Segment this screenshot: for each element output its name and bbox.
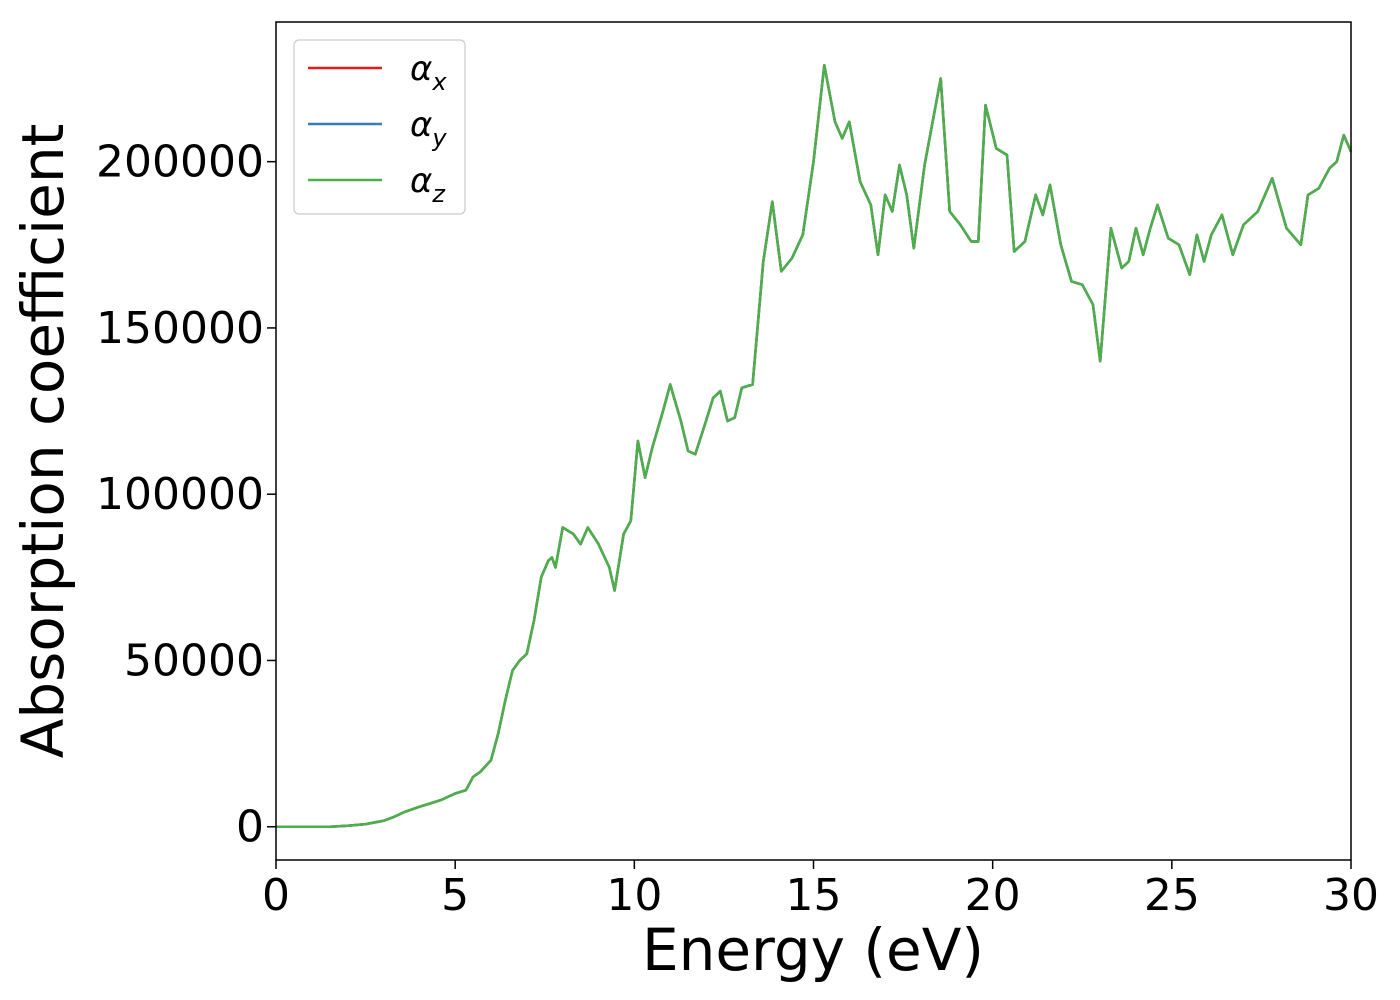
x-axis: 0 5 10 15 20 25 30 <box>262 860 1379 921</box>
x-tick-label: 0 <box>262 870 290 921</box>
y-tick-label: 50000 <box>124 635 264 686</box>
series-line-z <box>276 63 1353 828</box>
x-tick-label: 25 <box>1144 870 1200 921</box>
legend-box <box>293 39 466 215</box>
x-tick-label: 15 <box>786 870 842 921</box>
y-tick-label: 200000 <box>96 137 264 188</box>
x-axis-title: Energy (eV) <box>642 916 984 984</box>
x-tick-label: 20 <box>965 870 1021 921</box>
x-tick-label: 10 <box>606 870 662 921</box>
y-tick-label: 150000 <box>96 303 264 354</box>
y-axis-title: Absorption coefficient <box>9 124 77 759</box>
legend-label-y: αy <box>410 105 447 152</box>
x-tick-label: 30 <box>1323 870 1379 921</box>
y-tick-label: 0 <box>236 802 264 853</box>
y-tick-label: 100000 <box>96 469 264 520</box>
y-axis: 0 50000 100000 150000 200000 <box>96 137 276 853</box>
legend-label-x: αx <box>410 49 447 96</box>
x-tick-label: 5 <box>441 870 469 921</box>
series-lines <box>276 63 1353 828</box>
